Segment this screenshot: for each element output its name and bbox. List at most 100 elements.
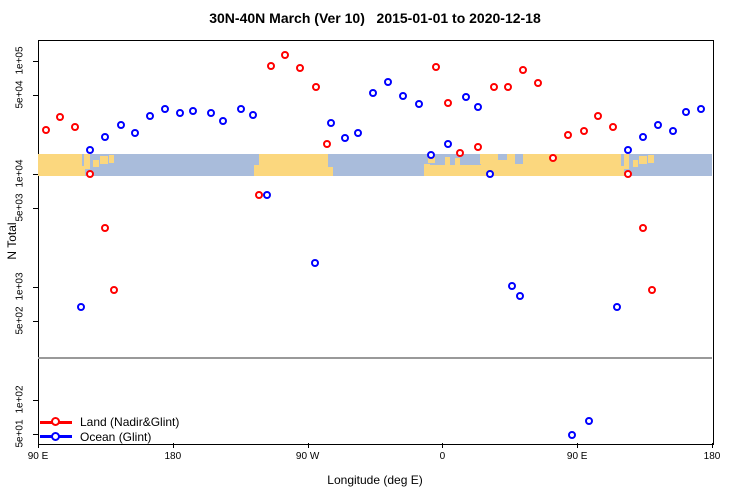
data-point [100, 133, 109, 142]
data-point [398, 91, 407, 100]
map-band-land-segment [254, 165, 259, 176]
map-band-land-segment [494, 154, 622, 176]
data-point [145, 112, 154, 121]
map-band-land-segment [648, 155, 654, 163]
legend-symbol-line [40, 417, 72, 426]
data-point [415, 100, 424, 109]
data-point [563, 130, 572, 139]
plot-area [38, 40, 714, 445]
map-band-land-segment [84, 154, 90, 170]
data-point [76, 302, 85, 311]
data-point [327, 119, 336, 128]
x-tick-mark [712, 443, 713, 448]
map-band-land-segment [82, 166, 86, 176]
chart-title: 30N-40N March (Ver 10) 2015-01-01 to 202… [209, 10, 541, 26]
y-axis-label: N Total [5, 221, 19, 260]
data-point [85, 146, 94, 155]
y-tick-label: 5e+02 [14, 306, 26, 335]
map-band-land-segment [109, 155, 115, 163]
data-point [431, 63, 440, 72]
data-point [593, 112, 602, 121]
data-point [443, 139, 452, 148]
data-point [369, 88, 377, 97]
y-tick-mark [33, 321, 38, 323]
data-point [280, 50, 289, 59]
data-point [255, 190, 264, 199]
data-point [580, 126, 589, 135]
data-point [219, 117, 228, 126]
map-band-ocean-patch [497, 154, 507, 160]
y-tick-label: 5e+01 [14, 419, 26, 448]
data-point [515, 291, 524, 300]
data-point [55, 112, 64, 121]
data-point [647, 285, 656, 294]
x-tick-mark [38, 443, 39, 448]
y-tick-mark [33, 434, 38, 436]
data-point [383, 78, 392, 87]
y-tick-mark [33, 400, 38, 401]
map-band-land-segment [632, 159, 638, 168]
map-band-land-segment [93, 159, 99, 168]
y-tick-mark [33, 95, 38, 97]
x-axis-label: Longitude (deg E) [327, 473, 423, 487]
data-point [473, 142, 482, 151]
data-point [130, 128, 139, 137]
data-point [262, 190, 271, 199]
map-band-land-segment [258, 154, 328, 176]
x-tick-label: 180 [164, 451, 182, 462]
reference-line-bar [38, 357, 712, 360]
x-tick-mark [442, 443, 444, 448]
data-point [533, 79, 542, 88]
data-point [638, 133, 647, 142]
data-point [503, 83, 512, 92]
map-band-land-segment [430, 165, 482, 176]
data-point [568, 430, 577, 439]
data-point [310, 259, 319, 268]
x-tick-mark [172, 443, 174, 448]
x-tick-label: 90 E [27, 451, 49, 462]
data-point [443, 99, 452, 108]
data-point [160, 105, 169, 114]
legend-item-label: Ocean (Glint) [80, 429, 152, 444]
data-point [42, 125, 51, 134]
legend-symbol-line [40, 431, 72, 441]
data-point [249, 110, 258, 119]
data-point [461, 92, 470, 101]
x-tick-mark [577, 443, 579, 448]
data-point [100, 223, 109, 232]
data-point [653, 120, 662, 129]
y-tick-mark [33, 208, 38, 210]
data-point [682, 108, 691, 117]
data-point [455, 148, 464, 157]
data-point [322, 139, 331, 148]
data-point [548, 154, 557, 163]
legend-item: Ocean (Glint) [40, 430, 151, 444]
data-point [668, 126, 677, 135]
map-band-land-segment [38, 154, 83, 176]
map-band-land-segment [327, 167, 334, 176]
data-point [473, 103, 482, 112]
data-point [237, 104, 246, 113]
data-point [189, 106, 198, 115]
legend-symbol-circle [51, 431, 60, 441]
map-band-land-segment [445, 157, 450, 167]
legend-symbol-circle [51, 417, 60, 426]
data-point [340, 133, 349, 142]
map-band-land-segment [623, 154, 629, 170]
data-point [608, 122, 617, 131]
legend-item: Land (Nadir&Glint) [40, 415, 179, 429]
y-tick-mark [33, 287, 38, 288]
data-point [354, 128, 363, 137]
x-tick-label: 90 E [566, 451, 588, 462]
data-point [175, 109, 184, 118]
data-point [584, 417, 593, 426]
data-point [312, 83, 321, 92]
data-point [508, 281, 517, 290]
data-point [267, 61, 276, 70]
map-band-ocean-patch [515, 154, 524, 164]
data-point [117, 121, 126, 130]
map-band-land-segment [423, 163, 431, 176]
data-point [623, 146, 632, 155]
y-tick-mark [33, 174, 38, 175]
